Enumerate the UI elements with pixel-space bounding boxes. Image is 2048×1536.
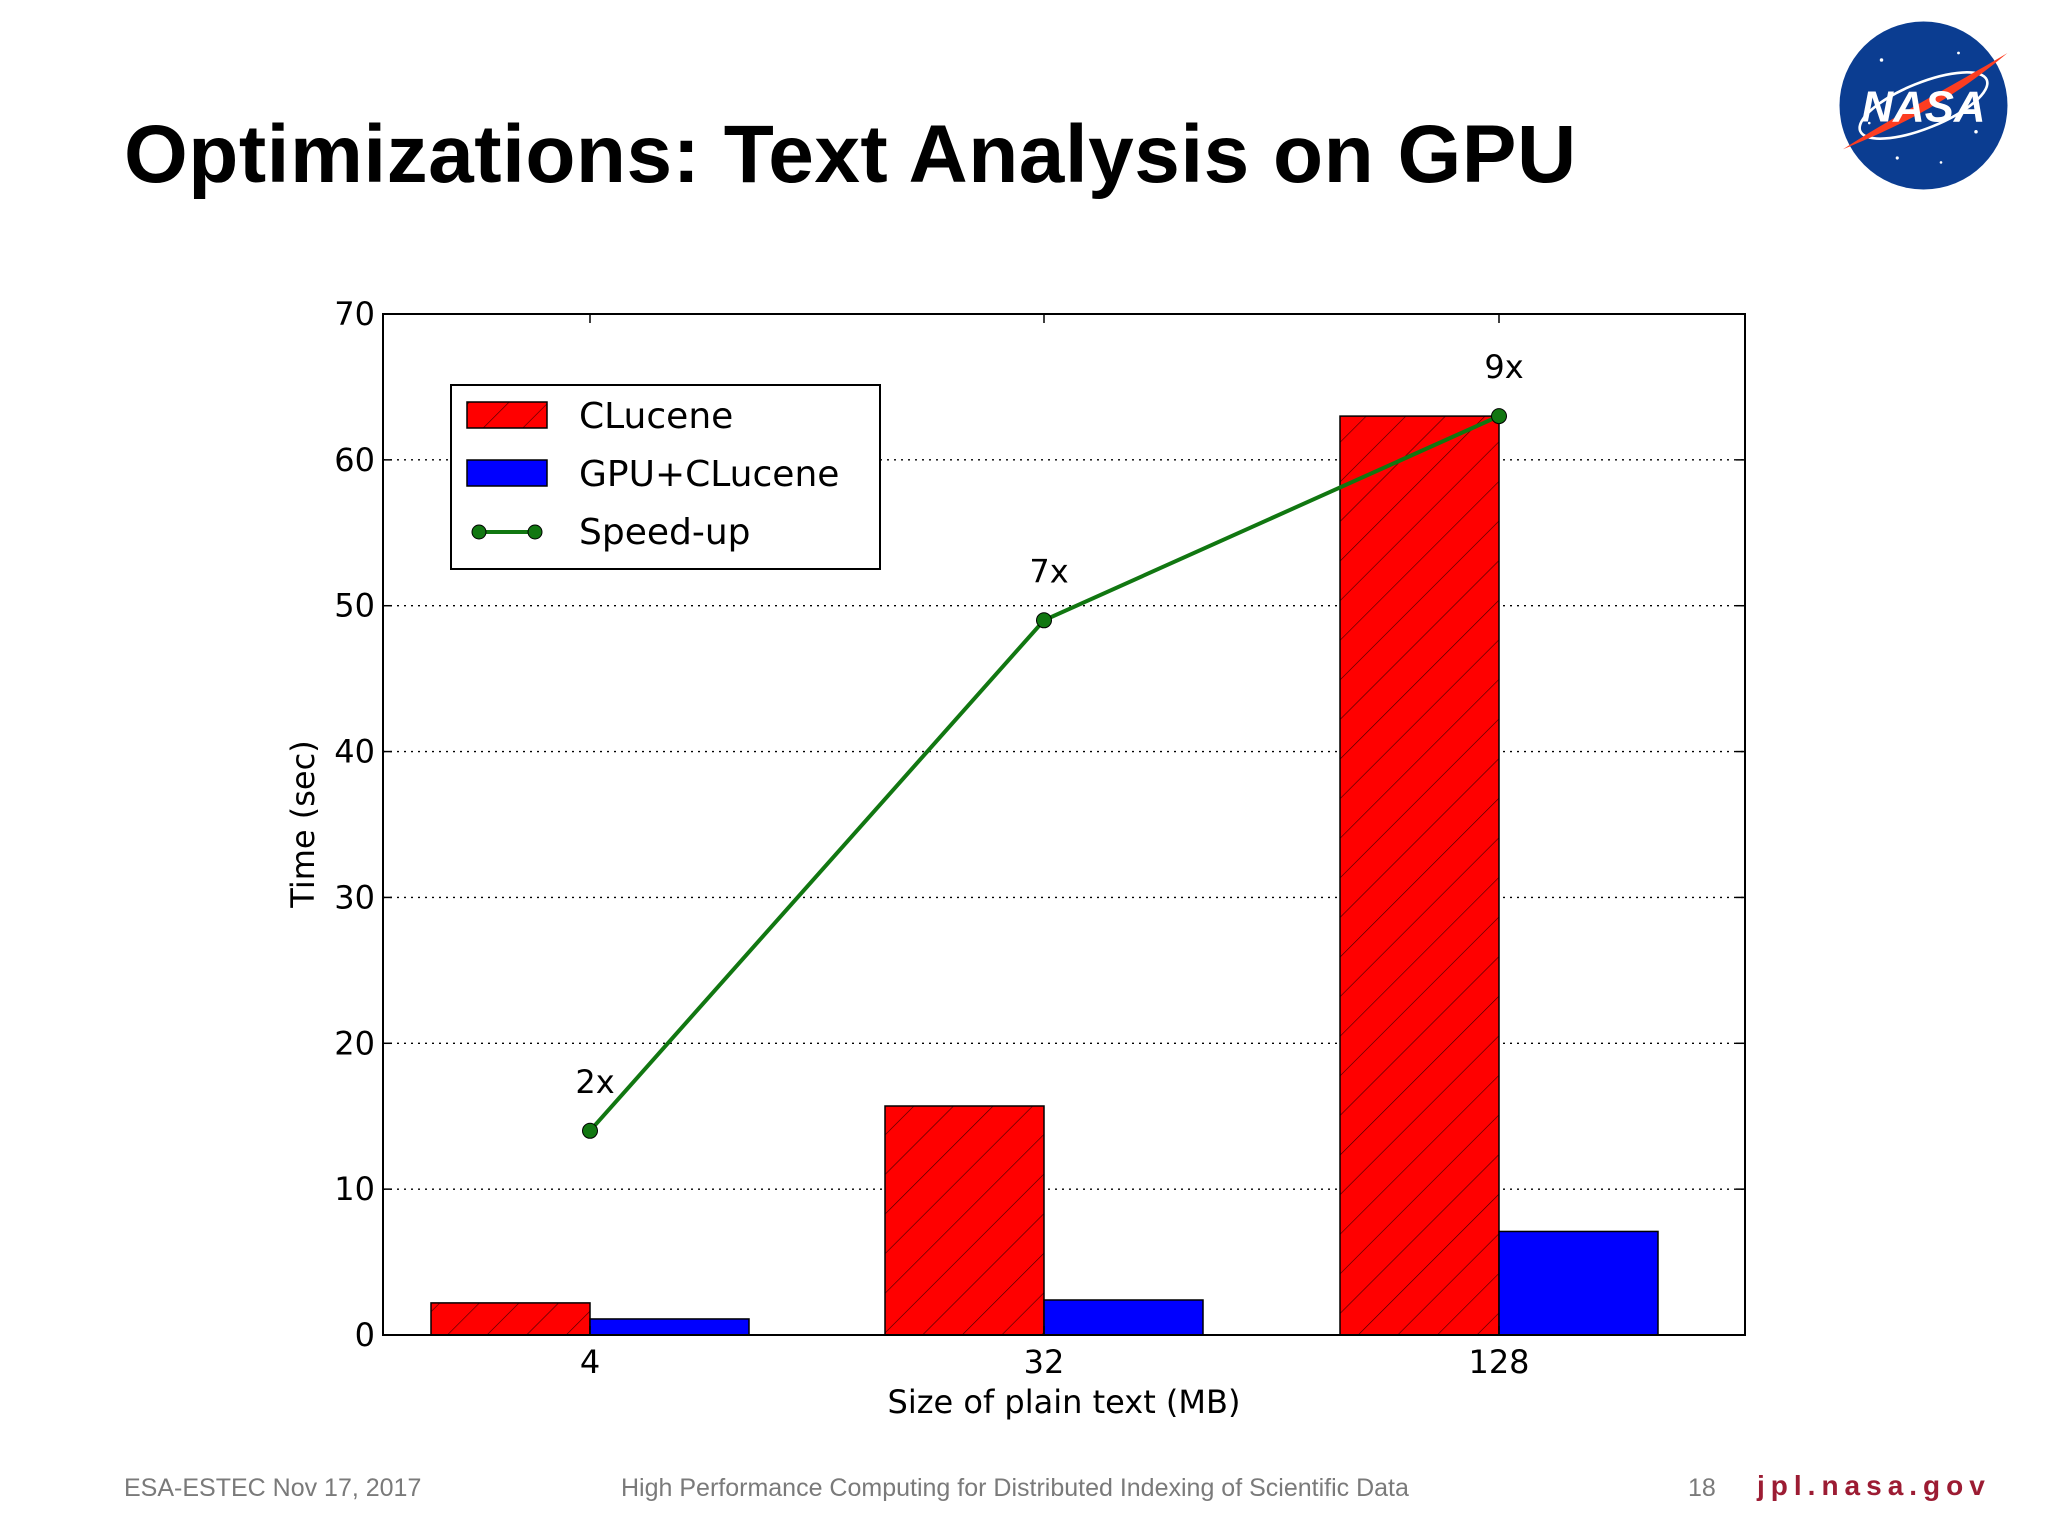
y-tick-label-70: 70	[334, 295, 375, 333]
bar-clucene-hatch-128	[1340, 416, 1499, 1336]
bar-gpu-clucene-4	[589, 1318, 750, 1336]
slide-title: Optimizations: Text Analysis on GPU	[124, 109, 1577, 200]
bar-gpu-clucene-32	[1043, 1299, 1204, 1336]
y-tick-label-40: 40	[334, 733, 375, 771]
legend-swatch-speedup-marker-1	[471, 524, 487, 540]
legend-swatch-speedup-marker-2	[527, 524, 543, 540]
y-tick-label-30: 30	[334, 878, 375, 916]
x-axis-label: Size of plain text (MB)	[888, 1383, 1241, 1421]
speedup-label-4: 2x	[575, 1063, 614, 1101]
legend-label-clucene: CLucene	[579, 396, 733, 437]
speedup-label-128: 9x	[1484, 348, 1523, 386]
nasa-logo-text: NASA	[1862, 82, 1986, 131]
bar-clucene-hatch-32	[885, 1106, 1044, 1335]
footer-page-number: 18	[1688, 1474, 1716, 1502]
x-tick-label-32: 32	[1024, 1343, 1065, 1381]
x-tick-label-4: 4	[580, 1343, 600, 1381]
axis-ticks	[383, 313, 1745, 1336]
footer-presentation-title: High Performance Computing for Distribut…	[621, 1474, 1409, 1502]
plot-frame	[382, 313, 1746, 1336]
grid-lines	[383, 459, 1745, 1190]
legend-label-speedup: Speed-up	[579, 512, 751, 553]
legend-swatch-gpu-clucene	[466, 459, 548, 487]
bar-clucene-hatch-4	[431, 1302, 590, 1335]
x-tick-label-128: 128	[1468, 1343, 1529, 1381]
speedup-marker-4	[582, 1122, 598, 1139]
legend: CLucene GPU+CLucene Speed-up	[450, 384, 881, 570]
y-axis-label: Time (sec)	[284, 740, 322, 908]
y-tick-label-0: 0	[355, 1316, 375, 1354]
legend-swatch-clucene-hatch	[467, 402, 547, 428]
y-tick-label-50: 50	[334, 587, 375, 625]
speedup-marker-32	[1036, 612, 1052, 629]
footer-event-date: ESA-ESTEC Nov 17, 2017	[124, 1474, 422, 1502]
footer-url-link[interactable]: jpl.nasa.gov	[1757, 1470, 1991, 1501]
speedup-line	[582, 408, 1507, 1139]
y-tick-label-20: 20	[334, 1024, 375, 1062]
nasa-logo: NASA	[1839, 21, 2008, 190]
bar-gpu-clucene-128	[1498, 1230, 1659, 1336]
legend-label-gpu-clucene: GPU+CLucene	[579, 454, 839, 495]
speedup-marker-128	[1491, 408, 1507, 425]
axis-tick-labels: 0 10 20 30 40 50 60 70 4 32 128	[334, 295, 1529, 1381]
bars	[430, 415, 1659, 1336]
y-tick-label-10: 10	[334, 1170, 375, 1208]
speedup-label-32: 7x	[1029, 552, 1068, 590]
y-tick-label-60: 60	[334, 441, 375, 479]
